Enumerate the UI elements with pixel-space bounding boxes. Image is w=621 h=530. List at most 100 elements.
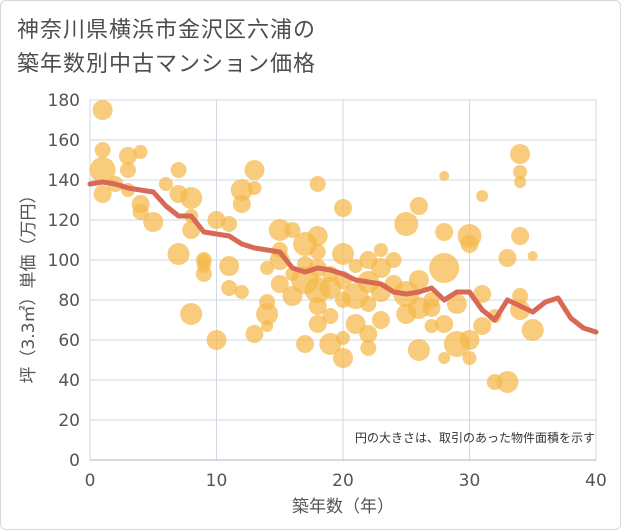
y-tick-label: 0: [69, 451, 80, 471]
scatter-point: [270, 275, 289, 293]
scatter-point: [118, 147, 137, 165]
y-tick-label: 80: [58, 291, 80, 311]
y-axis-title: 坪（3.3㎡）単価（万円）: [19, 186, 39, 383]
scatter-point: [180, 187, 203, 209]
x-tick-label: 30: [459, 471, 481, 491]
scatter-point: [371, 311, 390, 329]
scatter-point: [119, 162, 136, 178]
scatter-point: [422, 299, 441, 317]
scatter-point: [256, 303, 279, 325]
scatter-point: [360, 340, 377, 356]
x-tick-label: 10: [206, 471, 228, 491]
scatter-point: [221, 280, 238, 296]
scatter-point: [195, 266, 212, 282]
scatter-point: [206, 330, 227, 350]
scatter-point: [513, 165, 528, 179]
scatter-point: [332, 243, 354, 265]
x-tick-label: 0: [85, 471, 96, 491]
scatter-point: [460, 235, 479, 253]
y-tick-label: 180: [48, 91, 80, 111]
scatter-point: [308, 297, 327, 315]
scatter-point: [408, 270, 429, 290]
scatter-point: [473, 285, 492, 303]
scatter-point: [207, 211, 226, 229]
scatter-point: [244, 160, 265, 180]
scatter-point: [527, 251, 538, 261]
y-tick-label: 140: [48, 171, 80, 191]
y-tick-label: 160: [48, 131, 80, 151]
chart-title: 神奈川県横浜市金沢区六浦の 築年数別中古マンション価格: [17, 14, 457, 82]
scatter-point: [435, 315, 454, 333]
scatter-point: [514, 176, 527, 188]
scatter-point: [268, 219, 291, 241]
scatter-point: [459, 330, 480, 350]
scatter-point: [143, 212, 164, 232]
scatter-point: [394, 212, 419, 236]
scatter-point: [334, 199, 352, 217]
scatter-point: [221, 216, 238, 232]
scatter-point: [309, 176, 326, 192]
scatter-point: [89, 157, 116, 183]
scatter-point: [521, 319, 544, 341]
scatter-point: [158, 177, 173, 191]
x-axis-title: 築年数（年）: [292, 497, 394, 517]
scatter-point: [439, 171, 450, 181]
scatter-point: [496, 371, 519, 393]
scatter-point: [360, 296, 377, 312]
scatter-point: [429, 253, 460, 283]
scatter-point: [512, 288, 529, 304]
scatter-point: [234, 285, 249, 299]
scatter-point: [308, 315, 327, 333]
scatter-point: [92, 100, 113, 120]
scatter-point: [476, 190, 489, 202]
scatter-point: [284, 222, 301, 238]
y-tick-label: 100: [48, 251, 80, 271]
scatter-point: [333, 348, 353, 368]
scatter-point: [261, 320, 274, 332]
x-tick-label: 20: [332, 471, 354, 491]
scatter-point: [435, 223, 454, 241]
scatter-point: [424, 319, 439, 333]
scatter-point: [510, 144, 531, 164]
scatter-point: [93, 185, 112, 203]
scatter-point: [245, 325, 264, 343]
scatter-point: [230, 179, 253, 201]
scatter-point: [345, 314, 366, 334]
scatter-point: [373, 243, 388, 257]
scatter-point: [385, 252, 402, 268]
scatter-point: [167, 243, 190, 265]
scatter-point: [348, 259, 363, 273]
scatter-point: [498, 249, 517, 267]
scatter-point: [219, 256, 240, 276]
scatter-bubbles: [89, 100, 544, 393]
axis-ticks: 0 20 40 60 80 100 120 140 160 180 0 10 20 30 40: [48, 91, 607, 491]
scatter-point: [446, 294, 467, 314]
scatter-point: [180, 303, 203, 325]
y-tick-label: 60: [58, 331, 80, 351]
scatter-point: [197, 254, 210, 266]
y-tick-label: 40: [58, 371, 80, 391]
chart-title-line2: 築年数別中古マンション価格: [17, 52, 317, 77]
scatter-point: [359, 325, 378, 343]
scatter-point: [232, 195, 251, 213]
scatter-point: [307, 226, 328, 246]
x-tick-label: 40: [585, 471, 607, 491]
y-tick-label: 120: [48, 211, 80, 231]
scatter-point: [260, 261, 275, 275]
trend-line: [87, 179, 599, 335]
scatter-point: [322, 308, 339, 324]
y-tick-label: 20: [58, 411, 80, 431]
size-note: 円の大きさは、取引のあった物件面積を示す: [355, 430, 595, 445]
scatter-point: [296, 335, 315, 353]
scatter-point: [407, 339, 430, 361]
scatter-point: [336, 331, 350, 345]
scatter-point: [409, 197, 428, 215]
chart-title-line1: 神奈川県横浜市金沢区六浦の: [17, 18, 317, 43]
scatter-point: [319, 333, 342, 355]
scatter-point: [247, 181, 262, 195]
scatter-point: [170, 162, 187, 178]
scatter-point: [511, 227, 530, 245]
scatter-point: [473, 317, 492, 335]
scatter-point: [462, 351, 477, 365]
